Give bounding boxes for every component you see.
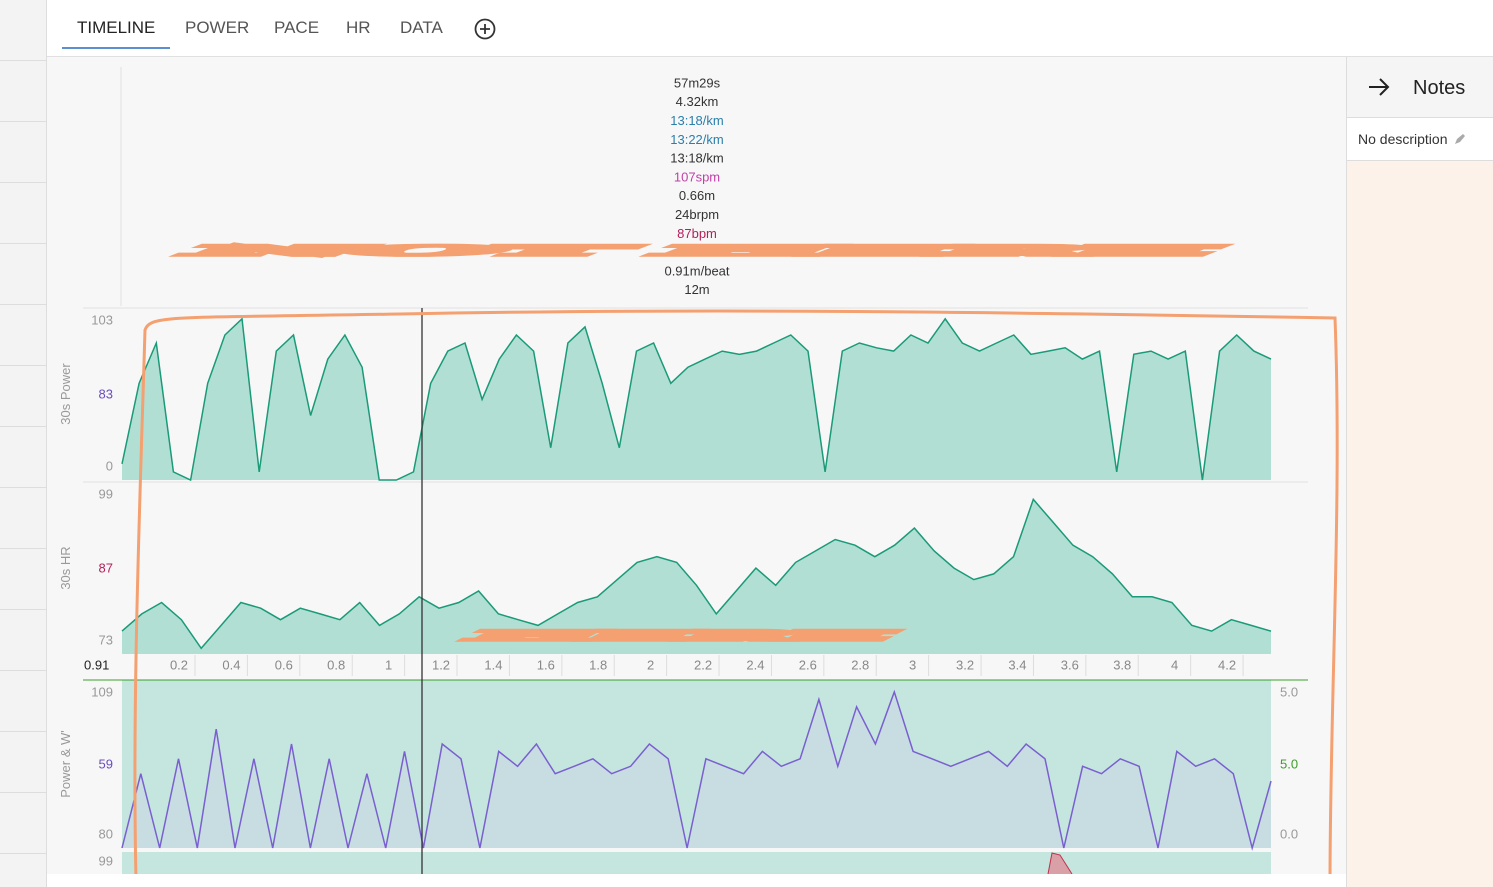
area [122,318,1271,480]
tab[interactable]: DATA [400,18,443,37]
x-tick-label: 0.4 [222,657,240,672]
add-tab[interactable] [473,17,497,41]
x-tick-label: 2.2 [694,657,712,672]
x-tick-label: 3.2 [956,657,974,672]
x-tick-label: 1.8 [589,657,607,672]
readout-line: 0.66m [679,188,715,203]
y-label: 99 [99,486,113,501]
description-text: No description [1358,131,1448,147]
x-tick-label: 4 [1171,657,1178,672]
readout-line: 24brpm [675,207,719,222]
x-axis-band [83,655,1308,676]
line [121,689,1272,851]
x-tick-label: 1.4 [484,657,502,672]
readout-line: 12m [684,282,709,297]
chart-area: 57m29s 4.32km 13:18/km 13:22/km 13:18/km 107s… [58,67,1339,874]
y-label: 0 [106,458,113,473]
area [122,499,1271,654]
x-tick-label: 0.8 [327,657,345,672]
tab[interactable]: POWER [185,18,250,37]
y-label: 103 [91,312,113,327]
y-label: 87 [99,560,113,575]
annotation: HERE [468,629,893,644]
x-tick-label: 0.2 [170,657,188,672]
y-label: 80 [99,826,113,841]
edit-icon[interactable] [1454,133,1466,145]
x-tick-label: 4.2 [1218,657,1236,672]
axis-title: 30s Power [58,363,73,425]
annotation: NOT HERE [187,244,1217,259]
annotation-outline [133,309,1339,874]
notes-description[interactable]: No description [1347,118,1493,161]
x-tick-label: 1 [385,657,392,672]
notes-panel: Notes No description [1346,57,1493,887]
arrow-icon[interactable] [1367,76,1391,98]
notes-title: Notes [1413,77,1466,99]
readout-line: 107spm [674,169,720,184]
tab[interactable]: HR [346,18,371,37]
y2-label: 5.0 [1280,684,1298,699]
panel-bg [122,852,1271,874]
y-label: 109 [91,684,113,699]
y-label: 59 [99,756,113,771]
line [1047,852,1073,874]
y-label: 83 [99,386,113,401]
readout-line: 83w [685,245,709,260]
x-tick-label: 0.6 [275,657,293,672]
y-label: 99 [99,853,113,868]
x-tick-label: 2.4 [746,657,764,672]
notes-header: Notes [1347,57,1493,118]
axis-title: 30s HR [58,546,73,589]
tab[interactable]: PACE [274,18,320,37]
tab-underline [62,47,170,49]
cursor-x-label: 0.91 [84,657,109,672]
sidebar [0,0,47,887]
tab[interactable]: TIMELINE [77,18,156,37]
readout-line: 87bpm [677,226,717,241]
readout-line: 13:18/km [670,113,723,128]
y2-label: 5.0 [1280,756,1298,771]
x-tick-label: 2 [647,657,654,672]
readout-line: 57m29s [674,75,721,90]
tab-bar: TIMELINE POWER PACE HR DATA [47,0,1493,57]
x-tick-label: 1.6 [537,657,555,672]
y-label: 73 [99,632,113,647]
readout-line: 4.32km [676,94,719,109]
y2-label: 0.0 [1280,826,1298,841]
x-tick-label: 3.6 [1061,657,1079,672]
line [121,497,1272,650]
area [122,691,1271,848]
x-tick-label: 3.4 [1008,657,1026,672]
readout-line: 13:18/km [670,151,723,166]
x-tick-label: 1.2 [432,657,450,672]
line [121,317,1272,482]
x-tick-label: 3 [909,657,916,672]
x-tick-label: 2.8 [851,657,869,672]
x-tick-label: 3.8 [1113,657,1131,672]
axis-title: Power & W' [58,730,73,798]
readout-line: 13:22/km [670,132,723,147]
readout-line: 0.91m/beat [664,263,729,278]
x-tick-label: 2.6 [799,657,817,672]
